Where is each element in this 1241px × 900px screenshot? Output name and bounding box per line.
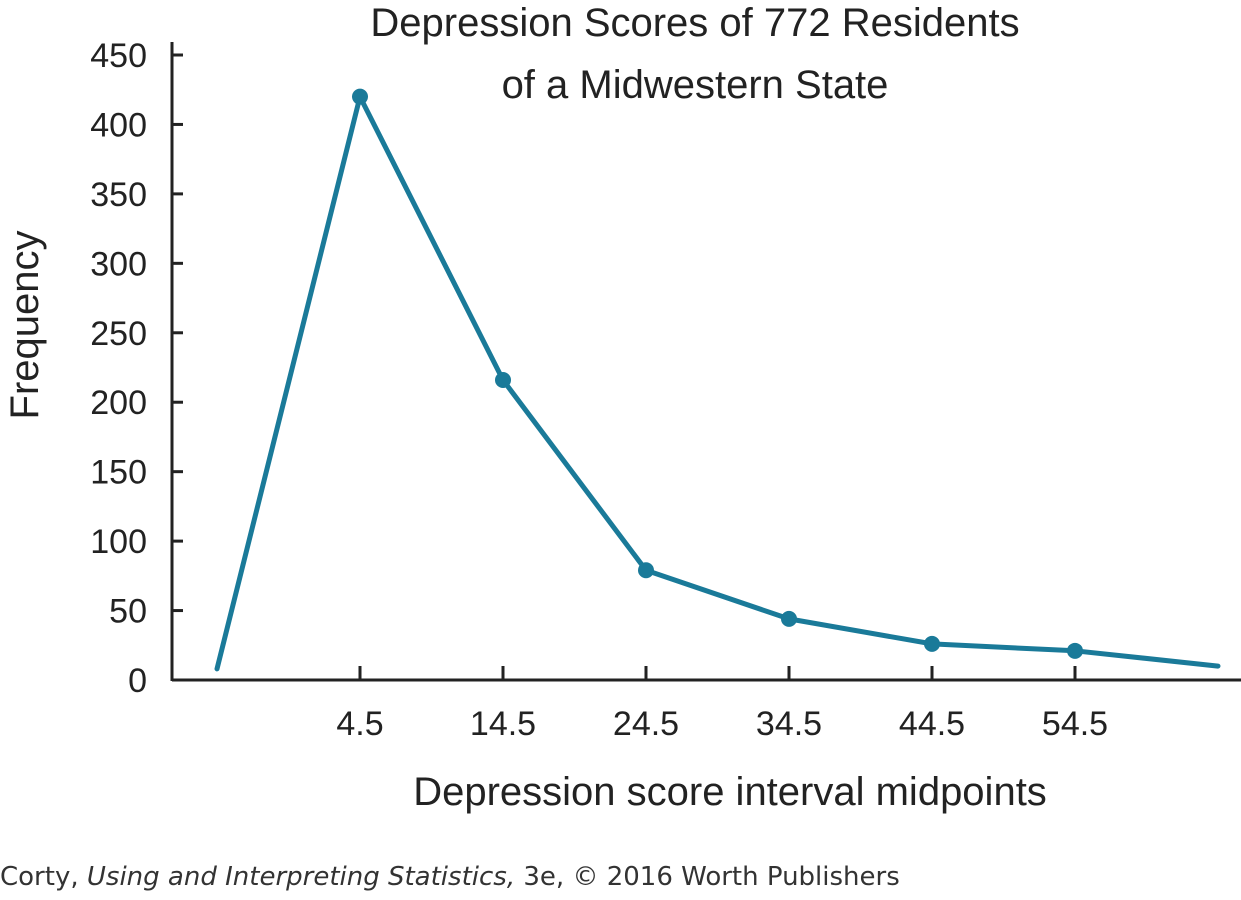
y-tick-label: 50 xyxy=(109,593,147,631)
credit-edition: 3e, © 2016 Worth Publishers xyxy=(515,862,900,892)
source-credit: Corty, Using and Interpreting Statistics… xyxy=(0,862,900,892)
data-point xyxy=(638,562,654,579)
x-tick-label: 24.5 xyxy=(613,705,679,743)
series-line xyxy=(214,94,1221,672)
data-points xyxy=(352,88,1083,659)
credit-author: Corty, xyxy=(0,862,87,892)
x-axis-label: Depression score interval midpoints xyxy=(413,770,1047,814)
y-tick-label: 0 xyxy=(128,662,147,700)
data-point xyxy=(495,372,511,388)
chart-title-line1: Depression Scores of 772 Residents xyxy=(370,1,1019,45)
credit-book-title: Using and Interpreting Statistics, xyxy=(86,862,516,892)
y-tick-label: 400 xyxy=(90,106,147,144)
y-tick-label: 350 xyxy=(90,176,147,214)
y-tick-label: 250 xyxy=(90,315,147,353)
x-tick-label: 54.5 xyxy=(1042,705,1108,743)
y-tick-label: 450 xyxy=(90,37,147,75)
x-tick-label: 14.5 xyxy=(470,705,536,743)
y-tick-label: 100 xyxy=(90,523,147,561)
data-point xyxy=(781,610,797,627)
x-tick-label: 4.5 xyxy=(336,705,383,743)
x-tick-label: 34.5 xyxy=(756,705,822,743)
y-axis-ticks: 0 50 100 150 200 250 300 350 400 450 xyxy=(90,37,183,700)
y-tick-label: 150 xyxy=(90,454,147,492)
y-tick-label: 300 xyxy=(90,245,147,283)
data-point xyxy=(1067,642,1083,659)
y-tick-label: 200 xyxy=(90,384,147,422)
x-tick-label: 44.5 xyxy=(899,705,965,743)
data-point xyxy=(924,635,940,652)
chart-title-line2: of a Midwestern State xyxy=(502,63,889,107)
x-axis-ticks: 4.5 14.5 24.5 34.5 44.5 54.5 xyxy=(336,666,1108,743)
y-axis-label: Frequency xyxy=(3,231,47,420)
data-point xyxy=(352,88,368,105)
